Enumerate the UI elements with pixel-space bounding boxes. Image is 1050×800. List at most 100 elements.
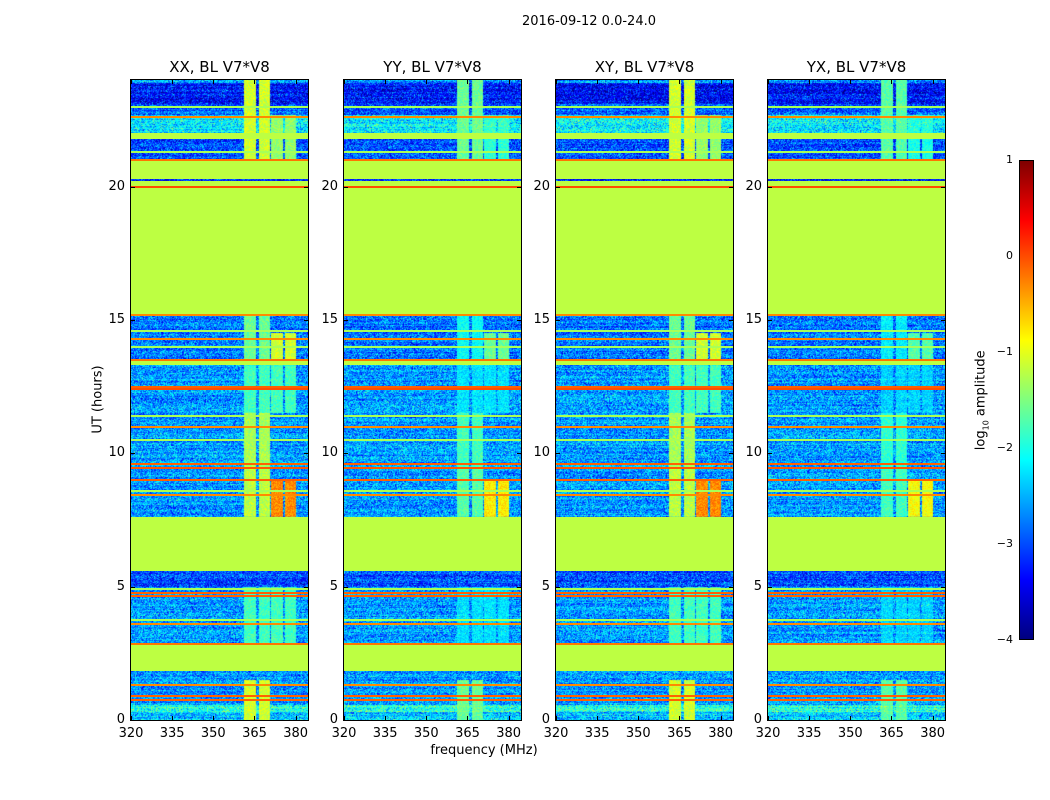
flagged-band	[131, 133, 308, 139]
figure-title: 2016-09-12 0.0-24.0	[522, 14, 656, 29]
y-tick-label: 20	[321, 178, 338, 194]
y-tick	[768, 186, 772, 188]
time-line	[768, 588, 945, 591]
x-tick	[131, 80, 132, 84]
y-tick	[729, 586, 733, 588]
y-tick-label: 15	[321, 312, 338, 327]
x-tick	[467, 716, 469, 720]
flagged-band	[131, 517, 308, 571]
y-tick	[556, 586, 560, 588]
time-line	[131, 699, 308, 701]
time-line	[556, 619, 733, 621]
y-tick-label: 20	[533, 178, 550, 194]
y-tick	[941, 186, 945, 188]
flagged-band	[344, 517, 521, 571]
time-line	[556, 116, 733, 119]
colorbar-label-rest: amplitude	[973, 350, 989, 421]
x-tick-label: 335	[159, 726, 185, 741]
x-tick	[597, 80, 599, 84]
time-line	[768, 467, 945, 469]
colorbar-tick-label: −3	[996, 537, 1013, 550]
x-tick	[720, 80, 722, 84]
time-line	[131, 623, 308, 625]
time-line	[768, 345, 945, 348]
x-tick-label: 380	[920, 726, 946, 741]
time-line	[556, 385, 733, 388]
time-line	[344, 695, 521, 697]
time-line	[768, 595, 945, 597]
y-tick	[304, 186, 308, 188]
time-line	[768, 105, 945, 108]
colorbar-tick-label: −1	[996, 345, 1013, 358]
y-tick	[729, 720, 733, 721]
flagged-band	[556, 160, 733, 179]
flagged-band	[556, 360, 733, 366]
colorbar-tick-label: 1	[1006, 153, 1013, 166]
y-tick	[517, 320, 521, 321]
x-tick	[850, 716, 852, 720]
flagged-band	[556, 644, 733, 671]
flagged-band	[344, 160, 521, 179]
x-tick	[508, 716, 510, 720]
panel-title: XY, BL V7*V8	[594, 58, 695, 76]
x-tick	[679, 80, 681, 84]
y-tick	[729, 453, 733, 455]
time-line	[131, 159, 308, 161]
time-line	[768, 684, 945, 687]
time-line	[768, 479, 945, 481]
heatmap-panel-0: XX, BL V7*V8 0 5 10 15 20 320 335 350 365 380	[108, 58, 309, 741]
y-tick	[941, 320, 945, 321]
x-tick	[344, 716, 345, 720]
time-line	[768, 695, 945, 697]
time-line	[768, 185, 945, 188]
colorbar-tick-label: −4	[996, 633, 1013, 646]
x-tick	[213, 716, 215, 720]
x-tick	[891, 716, 893, 720]
flagged-band	[131, 360, 308, 366]
time-line	[344, 595, 521, 597]
time-line	[768, 116, 945, 119]
x-tick-label: 320	[543, 726, 569, 741]
time-line	[344, 699, 521, 701]
time-line	[344, 359, 521, 361]
y-tick-label: 15	[533, 312, 550, 327]
time-line	[344, 415, 521, 417]
time-line	[131, 695, 308, 697]
x-tick	[467, 80, 469, 84]
time-line	[768, 415, 945, 417]
flagged-band	[131, 160, 308, 179]
time-line	[344, 684, 521, 687]
time-line	[556, 313, 733, 316]
panel-title: XX, BL V7*V8	[169, 58, 270, 76]
x-tick	[385, 80, 387, 84]
y-tick	[729, 320, 733, 321]
time-line	[556, 588, 733, 591]
y-tick	[131, 453, 135, 455]
x-tick-label: 320	[755, 726, 781, 741]
x-tick-label: 335	[796, 726, 822, 741]
time-line	[556, 388, 733, 391]
time-line	[131, 493, 308, 496]
flagged-band	[344, 133, 521, 139]
y-tick-label: 5	[541, 578, 550, 594]
time-line	[768, 489, 945, 492]
colorbar-label-main: log	[973, 430, 989, 451]
colorbar-tick-label: 0	[1006, 249, 1013, 262]
x-tick-label: 380	[283, 726, 309, 741]
y-tick	[941, 453, 945, 455]
y-tick-label: 10	[533, 445, 550, 461]
x-tick	[809, 80, 811, 84]
time-line	[768, 463, 945, 465]
time-line	[556, 479, 733, 481]
time-line	[131, 592, 308, 595]
flagged-band	[768, 644, 945, 671]
x-tick	[932, 80, 934, 84]
y-tick	[768, 586, 772, 588]
time-line	[344, 385, 521, 388]
y-tick	[768, 320, 772, 321]
time-line	[131, 105, 308, 108]
time-line	[556, 359, 733, 361]
time-line	[131, 619, 308, 621]
time-line	[768, 425, 945, 428]
time-line	[556, 493, 733, 496]
